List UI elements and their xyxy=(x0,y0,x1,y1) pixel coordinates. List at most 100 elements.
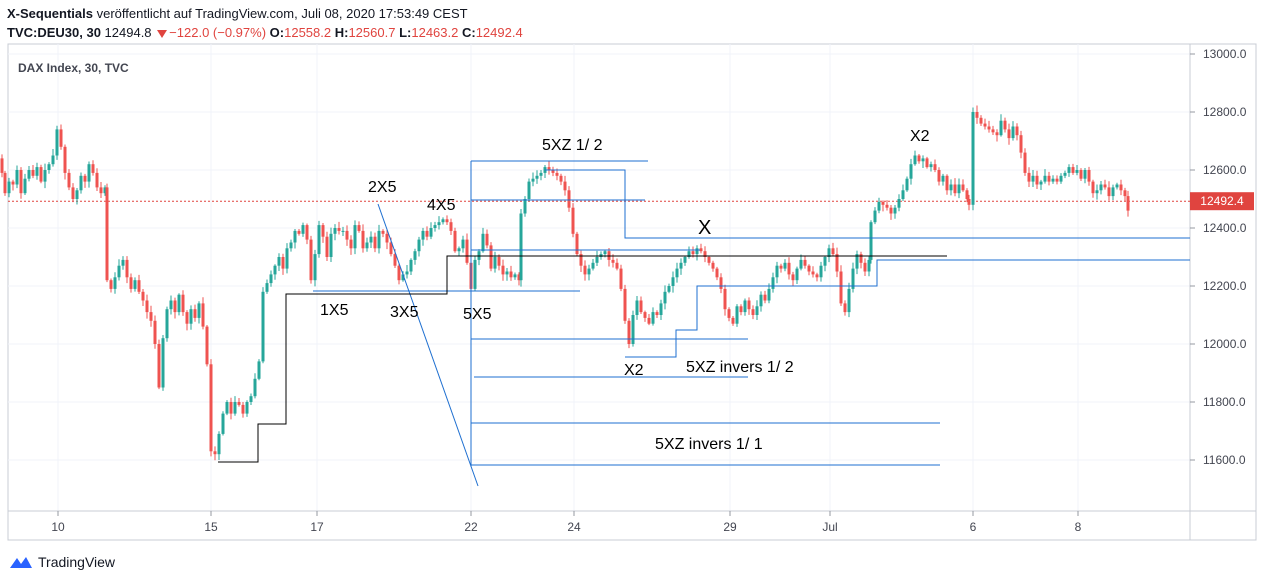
tradingview-logo[interactable]: TradingView xyxy=(8,554,115,570)
candle-body xyxy=(1079,170,1083,179)
black-step-line[interactable] xyxy=(218,255,947,463)
candle-body xyxy=(457,248,461,252)
candle-body xyxy=(555,172,559,176)
candle-body xyxy=(43,170,47,182)
candle-body xyxy=(453,230,457,252)
candle-body xyxy=(925,158,929,168)
candle-body xyxy=(815,274,819,278)
author-name[interactable]: X-Sequentials xyxy=(7,6,93,21)
candle-body xyxy=(349,239,353,249)
low-label: L: xyxy=(399,25,412,40)
candle-body xyxy=(1111,187,1115,197)
symbol-name: TVC:DEU30, 30 xyxy=(7,25,101,40)
level-x-step[interactable] xyxy=(545,169,1190,239)
candle-body xyxy=(547,167,551,170)
candle-body xyxy=(473,259,477,289)
candle-body xyxy=(983,123,987,127)
candle-body xyxy=(441,219,445,223)
candle-body xyxy=(791,274,795,281)
candle-body xyxy=(253,378,257,397)
x-tick-label: 22 xyxy=(464,520,478,534)
label-2x5: 2X5 xyxy=(368,179,397,196)
step-up-line[interactable] xyxy=(625,259,1190,358)
candle-body xyxy=(321,225,325,237)
candle-body xyxy=(35,167,39,176)
candle-body xyxy=(289,242,293,249)
candle-body xyxy=(655,312,659,315)
x-tick-label: 6 xyxy=(970,520,977,534)
candle-body xyxy=(999,120,1003,136)
candle-body xyxy=(0,158,4,173)
candle-body xyxy=(149,312,153,321)
candle-body xyxy=(823,257,827,266)
candle-body xyxy=(261,291,265,362)
label-x2-low: X2 xyxy=(624,362,644,379)
candle-body xyxy=(513,274,517,278)
candle-body xyxy=(201,303,205,327)
x-tick-label: 8 xyxy=(1075,520,1082,534)
candle-body xyxy=(1107,187,1111,197)
candle-body xyxy=(153,320,157,344)
candle-body xyxy=(99,187,103,194)
tradingview-logo-icon xyxy=(10,557,32,568)
candle-body xyxy=(265,283,269,292)
candle-body xyxy=(839,271,843,304)
price-chart[interactable]: DAX Index, 30, TVC 13000.0 12800.0 12600.0… xyxy=(0,0,1265,548)
candle-body xyxy=(979,117,983,124)
candle-body xyxy=(941,175,945,182)
candle-body xyxy=(579,254,583,266)
candle-body xyxy=(245,402,249,414)
candle-body xyxy=(651,312,655,324)
price-axis[interactable]: 13000.0 12800.0 12600.0 12400.0 12200.0 12000… xyxy=(1190,47,1247,467)
candle-body xyxy=(975,112,979,118)
candle-body xyxy=(185,312,189,324)
black-drawings[interactable] xyxy=(218,255,947,463)
x-tick-label: 15 xyxy=(204,520,218,534)
y-tick-label: 12000.0 xyxy=(1203,337,1247,351)
candle-body xyxy=(373,236,377,249)
candle-body xyxy=(297,230,301,234)
chart-frame xyxy=(7,43,1257,541)
candle-body xyxy=(417,239,421,252)
candle-body xyxy=(103,187,107,194)
candle-body xyxy=(519,213,523,281)
candle-body xyxy=(603,251,607,255)
candle-body xyxy=(413,251,417,260)
candle-body xyxy=(397,265,401,281)
candle-body xyxy=(623,288,627,321)
candle-body xyxy=(799,259,803,269)
close-label: C: xyxy=(461,25,476,40)
candle-body xyxy=(551,170,555,173)
candle-body xyxy=(687,251,691,257)
candle-body xyxy=(1083,170,1087,179)
drawings[interactable] xyxy=(313,160,1190,487)
candle-body xyxy=(1043,175,1047,182)
y-tick-label: 12200.0 xyxy=(1203,279,1247,293)
y-tick-label: 13000.0 xyxy=(1203,47,1247,61)
candle-body xyxy=(747,300,751,310)
candle-body xyxy=(683,257,687,263)
trend-line-down[interactable] xyxy=(377,203,479,487)
candle-body xyxy=(867,259,871,272)
candle-body xyxy=(995,132,999,136)
candle-body xyxy=(39,167,43,182)
candle-body xyxy=(667,286,671,292)
candle-body xyxy=(405,271,409,275)
candle-body xyxy=(535,175,539,179)
candle-body xyxy=(337,228,341,231)
x-tick-label: 29 xyxy=(723,520,737,534)
time-axis[interactable]: 10 15 17 22 24 29 Jul 6 8 xyxy=(51,511,1082,534)
candle-body xyxy=(181,294,185,313)
candle-body xyxy=(369,236,373,243)
candle-body xyxy=(509,271,513,278)
candle-body xyxy=(301,225,305,234)
candle-body xyxy=(133,280,137,289)
candle-body xyxy=(583,265,587,275)
candle-body xyxy=(401,274,405,281)
candle-body xyxy=(357,225,361,231)
candle-body xyxy=(481,233,485,252)
candle-body xyxy=(393,254,397,266)
candle-body xyxy=(75,190,79,199)
candle-body xyxy=(901,190,905,199)
candle-body xyxy=(679,262,683,269)
